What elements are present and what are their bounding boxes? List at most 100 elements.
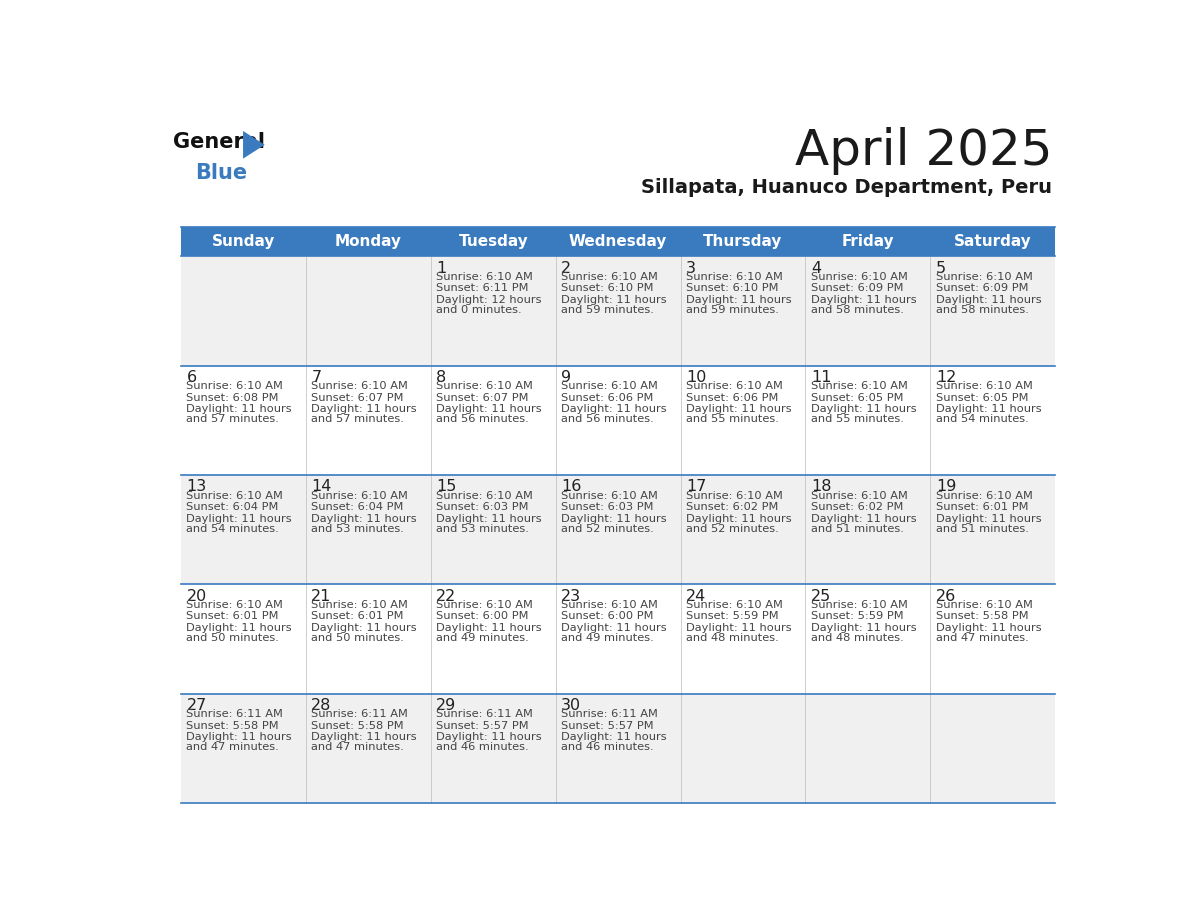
- Text: Daylight: 11 hours: Daylight: 11 hours: [436, 623, 542, 633]
- Text: Tuesday: Tuesday: [459, 234, 529, 250]
- Text: Sunrise: 6:10 AM: Sunrise: 6:10 AM: [187, 381, 284, 391]
- Bar: [181, 256, 1055, 365]
- Text: Sunset: 5:59 PM: Sunset: 5:59 PM: [811, 611, 904, 621]
- Text: Sunrise: 6:10 AM: Sunrise: 6:10 AM: [685, 272, 783, 282]
- Text: 7: 7: [311, 370, 322, 385]
- Text: and 59 minutes.: and 59 minutes.: [561, 305, 655, 315]
- Text: Sunset: 5:58 PM: Sunset: 5:58 PM: [187, 721, 279, 731]
- Text: 14: 14: [311, 479, 331, 495]
- Text: Sunset: 6:04 PM: Sunset: 6:04 PM: [311, 502, 404, 512]
- Text: Sunrise: 6:10 AM: Sunrise: 6:10 AM: [811, 272, 908, 282]
- Text: April 2025: April 2025: [795, 127, 1053, 175]
- Text: Daylight: 11 hours: Daylight: 11 hours: [311, 404, 417, 414]
- Text: and 56 minutes.: and 56 minutes.: [436, 414, 529, 424]
- Text: Sunset: 6:09 PM: Sunset: 6:09 PM: [811, 284, 903, 294]
- Text: Sunset: 6:06 PM: Sunset: 6:06 PM: [561, 393, 653, 403]
- Text: Sunset: 5:57 PM: Sunset: 5:57 PM: [436, 721, 529, 731]
- Text: Monday: Monday: [335, 234, 402, 250]
- Text: Sunset: 6:11 PM: Sunset: 6:11 PM: [436, 284, 529, 294]
- Text: Sunset: 6:05 PM: Sunset: 6:05 PM: [811, 393, 903, 403]
- Text: 4: 4: [811, 261, 821, 275]
- Text: Daylight: 11 hours: Daylight: 11 hours: [187, 733, 292, 743]
- Text: Sunrise: 6:10 AM: Sunrise: 6:10 AM: [561, 599, 658, 610]
- Text: Sunrise: 6:10 AM: Sunrise: 6:10 AM: [436, 599, 533, 610]
- Text: and 57 minutes.: and 57 minutes.: [311, 414, 404, 424]
- Text: Daylight: 11 hours: Daylight: 11 hours: [436, 514, 542, 523]
- Text: Daylight: 11 hours: Daylight: 11 hours: [561, 623, 666, 633]
- Text: Friday: Friday: [841, 234, 895, 250]
- Text: Daylight: 11 hours: Daylight: 11 hours: [936, 623, 1042, 633]
- Text: Sunset: 5:58 PM: Sunset: 5:58 PM: [936, 611, 1029, 621]
- Text: and 50 minutes.: and 50 minutes.: [187, 633, 279, 643]
- Bar: [181, 585, 1055, 694]
- Text: and 50 minutes.: and 50 minutes.: [311, 633, 404, 643]
- Text: Sunset: 6:08 PM: Sunset: 6:08 PM: [187, 393, 279, 403]
- Text: Daylight: 11 hours: Daylight: 11 hours: [561, 404, 666, 414]
- Text: Daylight: 11 hours: Daylight: 11 hours: [936, 295, 1042, 305]
- Text: Sunset: 6:02 PM: Sunset: 6:02 PM: [685, 502, 778, 512]
- Text: Sunrise: 6:10 AM: Sunrise: 6:10 AM: [561, 490, 658, 500]
- Text: Sunrise: 6:10 AM: Sunrise: 6:10 AM: [936, 272, 1032, 282]
- Text: and 58 minutes.: and 58 minutes.: [811, 305, 904, 315]
- Text: Daylight: 11 hours: Daylight: 11 hours: [811, 295, 916, 305]
- Text: 20: 20: [187, 588, 207, 604]
- Text: Sunrise: 6:11 AM: Sunrise: 6:11 AM: [561, 710, 658, 719]
- Text: 2: 2: [561, 261, 571, 275]
- Text: 19: 19: [936, 479, 956, 495]
- Text: Sunrise: 6:10 AM: Sunrise: 6:10 AM: [436, 490, 533, 500]
- Text: Sunrise: 6:10 AM: Sunrise: 6:10 AM: [561, 272, 658, 282]
- Text: 10: 10: [685, 370, 707, 385]
- Text: Sunday: Sunday: [211, 234, 276, 250]
- Text: and 52 minutes.: and 52 minutes.: [685, 523, 779, 533]
- Text: and 47 minutes.: and 47 minutes.: [187, 743, 279, 753]
- Text: Sunrise: 6:11 AM: Sunrise: 6:11 AM: [187, 710, 284, 719]
- Text: Daylight: 11 hours: Daylight: 11 hours: [187, 404, 292, 414]
- Text: Sunset: 5:58 PM: Sunset: 5:58 PM: [311, 721, 404, 731]
- Text: Sunset: 6:07 PM: Sunset: 6:07 PM: [311, 393, 404, 403]
- Text: Sunrise: 6:10 AM: Sunrise: 6:10 AM: [936, 490, 1032, 500]
- Text: 3: 3: [685, 261, 696, 275]
- Text: and 58 minutes.: and 58 minutes.: [936, 305, 1029, 315]
- Text: Sunset: 6:02 PM: Sunset: 6:02 PM: [811, 502, 903, 512]
- Text: 22: 22: [436, 588, 456, 604]
- Text: Daylight: 11 hours: Daylight: 11 hours: [436, 404, 542, 414]
- Text: and 51 minutes.: and 51 minutes.: [811, 523, 904, 533]
- Text: 17: 17: [685, 479, 707, 495]
- Text: Sunset: 6:00 PM: Sunset: 6:00 PM: [561, 611, 653, 621]
- Text: and 54 minutes.: and 54 minutes.: [187, 523, 279, 533]
- Text: Daylight: 11 hours: Daylight: 11 hours: [811, 404, 916, 414]
- Text: Sunrise: 6:10 AM: Sunrise: 6:10 AM: [187, 599, 284, 610]
- Text: and 57 minutes.: and 57 minutes.: [187, 414, 279, 424]
- Text: Daylight: 11 hours: Daylight: 11 hours: [561, 514, 666, 523]
- Text: Sunset: 6:10 PM: Sunset: 6:10 PM: [561, 284, 653, 294]
- Text: 21: 21: [311, 588, 331, 604]
- Bar: [181, 227, 1055, 256]
- Text: Sunset: 6:01 PM: Sunset: 6:01 PM: [311, 611, 404, 621]
- Text: Sunrise: 6:10 AM: Sunrise: 6:10 AM: [936, 599, 1032, 610]
- Text: Sunrise: 6:10 AM: Sunrise: 6:10 AM: [436, 381, 533, 391]
- Text: Wednesday: Wednesday: [569, 234, 668, 250]
- Text: Sunrise: 6:11 AM: Sunrise: 6:11 AM: [311, 710, 409, 719]
- Text: Sunset: 6:01 PM: Sunset: 6:01 PM: [936, 502, 1029, 512]
- Text: 12: 12: [936, 370, 956, 385]
- Text: Sunrise: 6:10 AM: Sunrise: 6:10 AM: [311, 599, 409, 610]
- Text: and 56 minutes.: and 56 minutes.: [561, 414, 653, 424]
- Text: Sunset: 6:01 PM: Sunset: 6:01 PM: [187, 611, 279, 621]
- Text: General: General: [173, 131, 265, 151]
- Text: Daylight: 12 hours: Daylight: 12 hours: [436, 295, 542, 305]
- Text: Daylight: 11 hours: Daylight: 11 hours: [561, 295, 666, 305]
- Text: Sunrise: 6:10 AM: Sunrise: 6:10 AM: [685, 599, 783, 610]
- Text: and 46 minutes.: and 46 minutes.: [436, 743, 529, 753]
- Bar: [181, 365, 1055, 476]
- Text: and 49 minutes.: and 49 minutes.: [561, 633, 653, 643]
- Text: and 53 minutes.: and 53 minutes.: [311, 523, 404, 533]
- Text: Daylight: 11 hours: Daylight: 11 hours: [685, 514, 791, 523]
- Text: 24: 24: [685, 588, 707, 604]
- Text: 13: 13: [187, 479, 207, 495]
- Text: 11: 11: [811, 370, 832, 385]
- Bar: [181, 476, 1055, 585]
- Text: Sunrise: 6:10 AM: Sunrise: 6:10 AM: [187, 490, 284, 500]
- Text: and 0 minutes.: and 0 minutes.: [436, 305, 522, 315]
- Text: 27: 27: [187, 698, 207, 713]
- Text: 28: 28: [311, 698, 331, 713]
